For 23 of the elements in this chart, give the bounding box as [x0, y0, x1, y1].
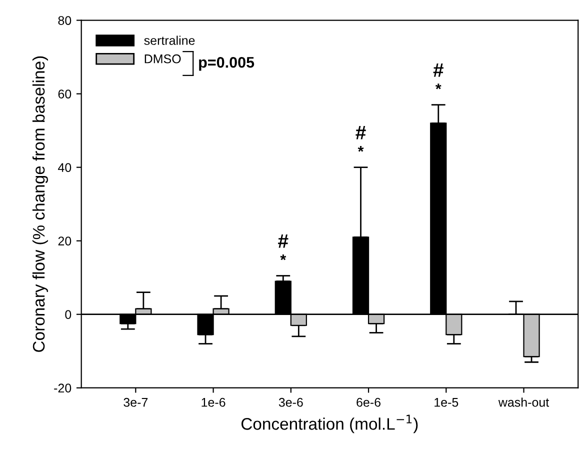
- x-tick-label: wash-out: [498, 398, 550, 407]
- annotation: p=0.005: [199, 56, 254, 71]
- y-axis-title: Coronary flow (% change from baseline): [32, 56, 48, 352]
- annotation: #: [278, 234, 288, 248]
- x-tick-label: 6e-6: [356, 398, 380, 407]
- y-tick-label: -20: [54, 384, 72, 393]
- annotation: #: [356, 126, 366, 140]
- x-tick-label: 3e-6: [278, 398, 303, 407]
- y-tick-label: 80: [58, 16, 72, 25]
- x-tick-label: 3e-7: [124, 398, 148, 407]
- y-tick-label: 20: [58, 236, 72, 246]
- x-tick-label: 1e-6: [202, 398, 226, 407]
- y-tick-label: 0: [65, 310, 72, 319]
- y-tick-label: 60: [58, 90, 72, 98]
- legend-label: DMSO: [144, 54, 181, 64]
- y-tick-label: 40: [58, 163, 72, 172]
- annotation: *: [358, 146, 364, 152]
- annotation: *: [280, 254, 286, 260]
- annotation: #: [433, 64, 444, 77]
- x-tick-label: 1e-5: [434, 398, 458, 407]
- legend-label: sertraline: [144, 36, 195, 45]
- annotation: *: [435, 84, 442, 90]
- x-axis-title: Concentration (mol.L$^{−1}$): [241, 414, 418, 434]
